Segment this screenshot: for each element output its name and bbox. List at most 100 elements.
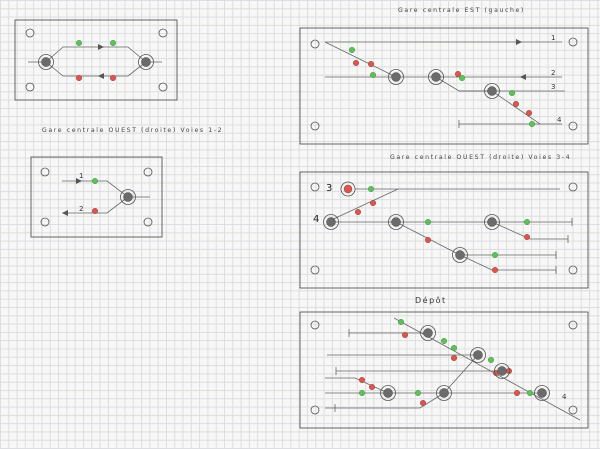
track-number: 3: [326, 183, 332, 194]
turnout-button[interactable]: [120, 189, 136, 205]
turnout-button[interactable]: [380, 385, 396, 401]
signal-red: [109, 74, 116, 81]
turnout-button[interactable]: [494, 363, 510, 379]
signal-green: [91, 177, 98, 184]
panel-ouest-voies-3-4: 3 4: [299, 171, 589, 289]
mounting-hole: [568, 265, 578, 275]
signal-red: [402, 332, 409, 339]
direction-arrow-icon: [76, 178, 82, 184]
mounting-hole: [568, 405, 578, 415]
mounting-hole: [310, 121, 320, 131]
track-number: 4: [313, 214, 319, 225]
track-2: [62, 196, 129, 214]
mounting-hole: [310, 265, 320, 275]
signal-red: [514, 390, 521, 397]
panel-outline: [299, 171, 589, 289]
track-number: 1: [79, 172, 83, 180]
panel-outline: [30, 156, 163, 238]
track-number: 1: [551, 34, 555, 42]
panel-outline: [299, 311, 589, 429]
mounting-hole: [40, 217, 50, 227]
track-siding-6: [325, 392, 445, 409]
turnout-button[interactable]: [138, 54, 154, 70]
signal-green: [370, 71, 377, 78]
turnout-button[interactable]: [38, 54, 54, 70]
direction-arrow-icon: [516, 39, 522, 45]
mounting-hole: [143, 217, 153, 227]
turnout-button[interactable]: [484, 83, 500, 99]
signal-red-ringed: [340, 181, 356, 197]
signal-green: [488, 357, 495, 364]
mounting-hole: [40, 167, 50, 177]
signal-green: [441, 338, 448, 345]
signal-green: [349, 47, 356, 54]
mounting-hole: [568, 182, 578, 192]
signal-green: [459, 74, 466, 81]
mounting-hole: [310, 39, 320, 49]
signal-red: [455, 70, 462, 77]
track-link: [443, 354, 479, 394]
signal-red: [359, 377, 366, 384]
signal-green: [75, 40, 82, 47]
panel-caption-ouest-12: Gare centrale OUEST (droite) Voies 1-2: [42, 127, 223, 134]
signal-red: [91, 207, 98, 214]
signal-red: [370, 199, 377, 206]
panel-caption-est: Gare centrale EST (gauche): [398, 7, 525, 14]
mounting-hole: [158, 82, 168, 92]
track-loop-lower: [45, 61, 147, 77]
turnout-button[interactable]: [436, 385, 452, 401]
signal-red: [492, 267, 499, 274]
turnout-button[interactable]: [534, 385, 550, 401]
track-3: [435, 76, 565, 92]
signal-green: [529, 120, 536, 127]
signal-red: [513, 100, 520, 107]
signal-green: [109, 40, 116, 47]
mounting-hole: [310, 182, 320, 192]
turnout-button[interactable]: [470, 347, 486, 363]
turnout-button[interactable]: [420, 325, 436, 341]
turnout-button[interactable]: [388, 69, 404, 85]
mounting-hole: [310, 405, 320, 415]
signal-green: [425, 218, 432, 225]
turnout-button[interactable]: [323, 214, 339, 230]
turnout-button[interactable]: [484, 214, 500, 230]
signal-green: [509, 89, 516, 96]
signal-red: [75, 74, 82, 81]
mounting-hole: [568, 37, 578, 47]
direction-arrow-icon: [98, 73, 104, 79]
panel-outline: [299, 27, 589, 145]
track-siding-4: [325, 377, 389, 394]
signal-green: [492, 251, 499, 258]
turnout-button[interactable]: [428, 69, 444, 85]
signal-red: [369, 384, 376, 391]
signal-red: [368, 61, 375, 68]
track-number: 2: [79, 205, 83, 213]
signal-green: [398, 319, 405, 326]
track-siding-a: [395, 221, 556, 256]
mounting-hole: [310, 320, 320, 330]
panel-caption-depot: Dépôt: [415, 295, 447, 305]
track-number: 4: [557, 116, 562, 124]
panel-passing-loop: [14, 19, 178, 101]
direction-arrow-icon: [520, 74, 526, 80]
signal-green: [368, 185, 375, 192]
signal-green: [527, 390, 534, 397]
turnout-button[interactable]: [452, 247, 468, 263]
panel-depot: 4: [299, 311, 589, 429]
mounting-hole: [158, 28, 168, 38]
signal-red: [524, 233, 531, 240]
track-1: [62, 180, 150, 198]
signal-red: [451, 355, 458, 362]
signal-green: [524, 218, 531, 225]
track-siding-b: [459, 254, 556, 271]
mounting-hole: [568, 320, 578, 330]
direction-arrow-icon: [62, 210, 68, 216]
turnout-button[interactable]: [388, 214, 404, 230]
mounting-hole: [143, 167, 153, 177]
mounting-hole: [568, 121, 578, 131]
signal-green: [451, 345, 458, 352]
track-number: 4: [562, 393, 567, 401]
track-diagonal: [326, 188, 399, 223]
signal-green: [359, 390, 366, 397]
